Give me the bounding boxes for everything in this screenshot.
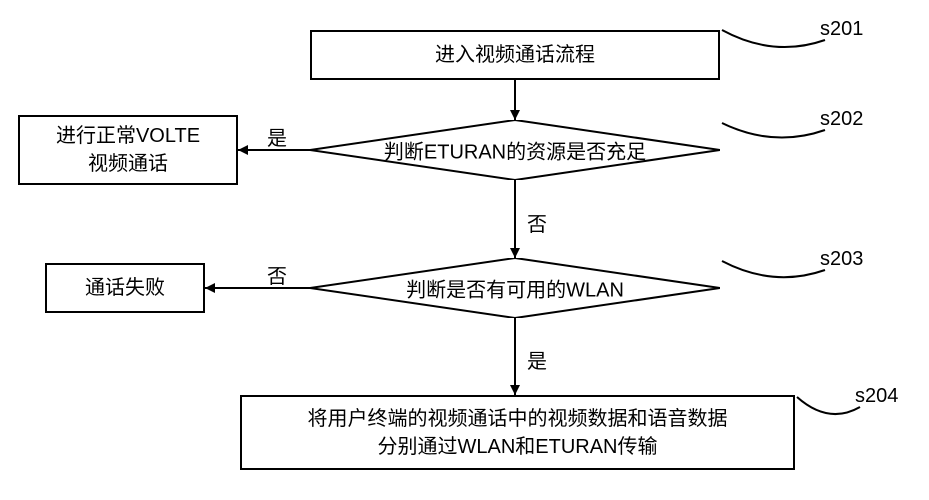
flow-node-rect: 通话失败 <box>45 263 205 313</box>
flow-node-text: 通话失败 <box>85 274 165 302</box>
edge-label: 是 <box>527 345 547 374</box>
flow-node-diamond: 判断ETURAN的资源是否充足 <box>310 120 720 180</box>
flow-node-text: 进入视频通话流程 <box>435 41 595 69</box>
flow-node-diamond: 判断是否有可用的WLAN <box>310 258 720 318</box>
step-label: s202 <box>820 108 863 131</box>
step-label: s201 <box>820 18 863 41</box>
flow-node-text: 将用户终端的视频通话中的视频数据和语音数据分别通过WLAN和ETURAN传输 <box>308 405 728 461</box>
flow-node-rect: 进入视频通话流程 <box>310 30 720 80</box>
step-label: s204 <box>855 385 898 408</box>
flow-node-rect: 进行正常VOLTE视频通话 <box>18 115 238 185</box>
flow-node-text: 进行正常VOLTE视频通话 <box>56 122 200 178</box>
edge-label: 否 <box>267 260 287 289</box>
step-label: s203 <box>820 248 863 271</box>
edge-label: 否 <box>527 208 547 237</box>
flow-node-text: 判断ETURAN的资源是否充足 <box>384 136 646 165</box>
flow-node-text: 判断是否有可用的WLAN <box>406 274 624 303</box>
flow-node-rect: 将用户终端的视频通话中的视频数据和语音数据分别通过WLAN和ETURAN传输 <box>240 395 795 470</box>
edge-label: 是 <box>267 122 287 151</box>
